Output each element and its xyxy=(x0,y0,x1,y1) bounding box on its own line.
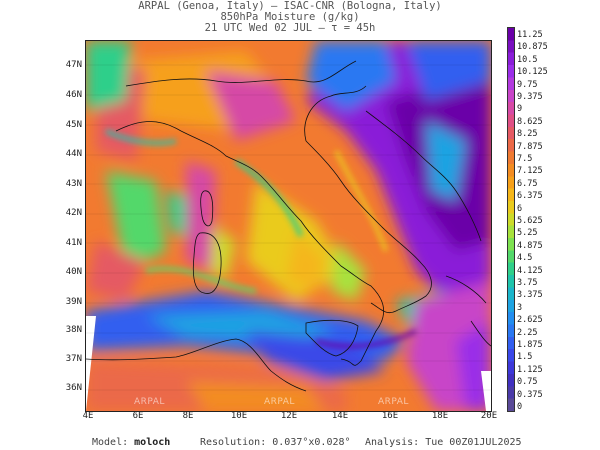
colorbar xyxy=(507,27,515,412)
model-label: Model: xyxy=(92,437,129,448)
lat-label-47n: 47N xyxy=(65,60,82,70)
watermark-arpal-2: ARPAL xyxy=(264,397,295,407)
lon-label-6e: 6E xyxy=(132,411,144,421)
colorbar-tick-label: 10.5 xyxy=(517,54,538,65)
colorbar-tick-label: 4.5 xyxy=(517,253,533,264)
colorbar-tick-label: 3.375 xyxy=(517,290,543,301)
analysis-label: Analysis: xyxy=(365,437,420,448)
colorbar-tick-label: 5.625 xyxy=(517,216,543,226)
colorbar-tick-label: 4.875 xyxy=(517,240,543,251)
colorbar-tick-label: 7.875 xyxy=(517,141,543,152)
colorbar-tick-label: 6.75 xyxy=(517,178,538,189)
lat-label-36n: 36N xyxy=(65,383,82,393)
graticule xyxy=(86,64,491,391)
colorbar-tick-label: 0 xyxy=(517,402,523,412)
lat-label-38n: 38N xyxy=(65,325,82,335)
watermark-arpal-1: ARPAL xyxy=(134,397,165,407)
lat-label-41n: 41N xyxy=(65,238,82,248)
colorbar-tick-label: 9.375 xyxy=(517,92,543,102)
colorbar-tick-label: 3.75 xyxy=(517,278,538,288)
moisture-detail xyxy=(104,128,418,349)
colorbar-tick-label: 0.375 xyxy=(517,389,543,400)
lat-label-37n: 37N xyxy=(65,354,82,364)
colorbar-tick-label: 9 xyxy=(517,104,523,115)
lat-label-42n: 42N xyxy=(65,208,82,218)
lat-label-46n: 46N xyxy=(65,90,82,100)
colorbar-tick-label: 7.5 xyxy=(517,154,533,164)
lon-label-10e: 10E xyxy=(230,411,248,421)
moisture-blobs xyxy=(86,41,491,411)
colorbar-tick-label: 1.875 xyxy=(517,340,543,350)
colorbar-tick-label: 7.125 xyxy=(517,166,543,177)
colorbar-tick-label: 3 xyxy=(517,302,523,313)
colorbar-tick-label: 1.125 xyxy=(517,364,543,375)
lat-label-45n: 45N xyxy=(65,120,82,130)
moisture-field xyxy=(86,41,491,411)
colorbar-tick-label: 0.75 xyxy=(517,377,538,388)
resolution-value: 0.037°x0.028° xyxy=(272,437,351,448)
lon-label-8e: 8E xyxy=(182,411,194,421)
lon-label-4e: 4E xyxy=(82,411,94,421)
moisture-map: ARPAL ARPAL ARPAL xyxy=(85,40,492,412)
colorbar-tick-label: 2.25 xyxy=(517,327,538,338)
lat-label-39n: 39N xyxy=(65,297,82,307)
coastlines xyxy=(86,60,491,392)
colorbar-tick-label: 6 xyxy=(517,203,523,214)
colorbar-tick-label: 11.25 xyxy=(517,30,543,40)
analysis-value: Tue 00Z01JUL2025 xyxy=(425,437,522,448)
lon-label-14e: 14E xyxy=(331,411,349,421)
lon-label-18e: 18E xyxy=(431,411,449,421)
resolution-label: Resolution: xyxy=(200,437,267,448)
footer-resolution: Resolution: 0.037°x0.028° xyxy=(200,437,351,448)
lat-label-40n: 40N xyxy=(65,267,82,277)
lon-label-20e: 20E xyxy=(480,411,498,421)
colorbar-tick-label: 8.25 xyxy=(517,129,538,140)
colorbar-tick-label: 5.25 xyxy=(517,228,538,239)
colorbar-tick-label: 6.375 xyxy=(517,191,543,202)
colorbar-tick-label: 10.875 xyxy=(517,42,548,53)
colorbar-tick-label: 10.125 xyxy=(517,67,548,78)
lat-label-43n: 43N xyxy=(65,179,82,189)
header-title-line-1: ARPAL (Genoa, Italy) – ISAC-CNR (Bologna… xyxy=(138,0,442,12)
colorbar-tick-label: 1.5 xyxy=(517,352,533,363)
header-title-line-3: 21 UTC Wed 02 JUL – τ = 45h xyxy=(204,22,376,34)
footer-model: Model: moloch xyxy=(92,437,170,448)
header-title-line-2: 850hPa Moisture (g/kg) xyxy=(220,11,360,23)
colorbar-tick-label: 2.625 xyxy=(517,315,543,326)
colorbar-tick-label: 4.125 xyxy=(517,265,543,276)
model-value: moloch xyxy=(134,437,171,448)
lon-label-16e: 16E xyxy=(381,411,399,421)
footer-analysis: Analysis: Tue 00Z01JUL2025 xyxy=(365,437,522,448)
colorbar-tick-label: 8.625 xyxy=(517,116,543,127)
lat-label-44n: 44N xyxy=(65,149,82,159)
lon-label-12e: 12E xyxy=(280,411,298,421)
watermark-arpal-3: ARPAL xyxy=(378,397,409,407)
colorbar-tick-label: 9.75 xyxy=(517,79,538,90)
